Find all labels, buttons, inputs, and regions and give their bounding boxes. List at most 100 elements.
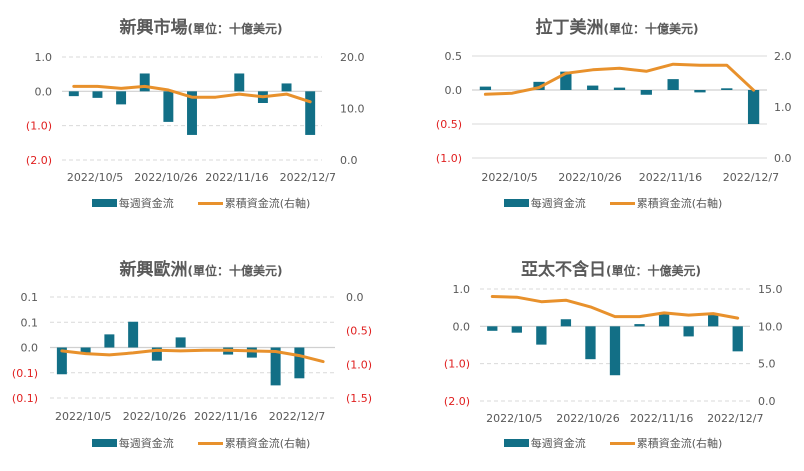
weekly-flow-bar <box>480 87 491 90</box>
legend-line-swatch <box>198 202 223 205</box>
weekly-flow-bar <box>614 88 625 90</box>
legend-bar-swatch <box>504 439 529 447</box>
left-axis-tick-label: 1.0 <box>453 283 471 296</box>
weekly-flow-bar <box>721 88 732 90</box>
right-axis-tick-label: 0.0 <box>340 154 358 167</box>
weekly-flow-bar <box>634 324 644 326</box>
x-axis-tick-label: 2022/10/26 <box>556 412 619 425</box>
x-axis-tick-label: 2022/12/7 <box>707 412 763 425</box>
weekly-flow-bar <box>610 326 620 375</box>
x-axis-tick-label: 2022/11/16 <box>630 412 693 425</box>
weekly-flow-bar <box>128 322 138 348</box>
legend-item-weekly: 每週資金流 <box>504 435 586 451</box>
right-axis-tick-label: 0.0 <box>346 291 364 304</box>
legend-item-cumulative: 累積資金流(右軸) <box>198 195 311 211</box>
legend-label-weekly: 每週資金流 <box>119 195 174 211</box>
chart-legend: 每週資金流 累積資金流(右軸) <box>0 435 402 451</box>
weekly-flow-bar <box>733 326 743 351</box>
right-axis-tick-label: (1.0) <box>346 358 372 371</box>
left-axis-tick-label: 1.0 <box>35 51 53 64</box>
left-axis-tick-label: 0.0 <box>35 85 53 98</box>
left-axis-tick-label: (1.0) <box>436 152 462 165</box>
weekly-flow-bar <box>247 348 257 358</box>
chart-legend: 每週資金流 累積資金流(右軸) <box>422 435 804 451</box>
right-axis-tick-label: 1.0 <box>774 101 792 114</box>
x-axis-tick-label: 2022/10/5 <box>481 171 537 184</box>
weekly-flow-bar <box>69 91 79 96</box>
x-axis-tick-label: 2022/10/26 <box>134 171 197 184</box>
legend-item-cumulative: 累積資金流(右軸) <box>198 435 311 451</box>
legend-item-weekly: 每週資金流 <box>92 195 174 211</box>
left-axis-tick-label: 0.5 <box>445 50 463 63</box>
weekly-flow-bar <box>587 86 598 90</box>
right-axis-tick-label: 15.0 <box>758 283 783 296</box>
right-axis-tick-label: (0.5) <box>346 325 372 338</box>
right-axis-tick-label: 2.0 <box>774 50 792 63</box>
left-axis-tick-label: (1.0) <box>26 120 52 133</box>
weekly-flow-bar <box>487 326 497 330</box>
legend-bar-swatch <box>92 439 117 447</box>
cumulative-flow-line <box>62 350 323 361</box>
x-axis-tick-label: 2022/11/16 <box>639 171 702 184</box>
left-axis-tick-label: 0.0 <box>453 320 471 333</box>
right-axis-tick-label: 10.0 <box>758 320 783 333</box>
weekly-flow-bar <box>668 79 679 90</box>
x-axis-tick-label: 2022/10/26 <box>558 171 621 184</box>
left-axis-tick-label: (0.5) <box>436 118 462 131</box>
legend-line-swatch <box>610 442 635 445</box>
weekly-flow-bar <box>104 334 114 347</box>
legend-bar-swatch <box>92 199 117 207</box>
legend-label-cumulative: 累積資金流(右軸) <box>637 435 723 451</box>
weekly-flow-bar <box>294 348 304 379</box>
weekly-flow-bar <box>234 73 244 91</box>
chart-legend: 每週資金流 累積資金流(右軸) <box>422 195 804 211</box>
x-axis-tick-label: 2022/10/5 <box>55 410 111 423</box>
weekly-flow-bar <box>748 90 759 124</box>
chart-legend: 每週資金流 累積資金流(右軸) <box>0 195 402 211</box>
right-axis-tick-label: 10.0 <box>340 103 365 116</box>
x-axis-tick-label: 2022/11/16 <box>205 171 268 184</box>
weekly-flow-bar <box>305 91 315 135</box>
left-axis-tick-label: 0.1 <box>21 291 39 304</box>
weekly-flow-bar <box>163 91 173 122</box>
legend-label-cumulative: 累積資金流(右軸) <box>637 195 723 211</box>
right-axis-tick-label: 5.0 <box>758 358 776 371</box>
right-axis-tick-label: 0.0 <box>758 395 776 408</box>
weekly-flow-bar <box>585 326 595 359</box>
legend-item-cumulative: 累積資金流(右軸) <box>610 435 723 451</box>
legend-bar-swatch <box>504 199 529 207</box>
left-axis-tick-label: 0.1 <box>21 316 39 329</box>
left-axis-tick-label: 0.0 <box>21 342 39 355</box>
weekly-flow-bar <box>140 73 150 91</box>
weekly-flow-bar <box>176 337 186 347</box>
right-axis-tick-label: 20.0 <box>340 51 365 64</box>
legend-label-cumulative: 累積資金流(右軸) <box>225 195 311 211</box>
legend-item-weekly: 每週資金流 <box>92 435 174 451</box>
left-axis-tick-label: (0.1) <box>12 392 38 405</box>
legend-item-cumulative: 累積資金流(右軸) <box>610 195 723 211</box>
x-axis-tick-label: 2022/11/16 <box>194 410 257 423</box>
weekly-flow-bar <box>282 83 292 91</box>
legend-line-swatch <box>610 202 635 205</box>
cumulative-flow-line <box>492 297 737 319</box>
right-axis-tick-label: 0.0 <box>774 152 792 165</box>
weekly-flow-bar <box>641 90 652 95</box>
x-axis-tick-label: 2022/12/7 <box>280 171 336 184</box>
x-axis-tick-label: 2022/12/7 <box>269 410 325 423</box>
legend-label-cumulative: 累積資金流(右軸) <box>225 435 311 451</box>
left-axis-tick-label: (2.0) <box>26 154 52 167</box>
weekly-flow-bar <box>116 91 126 104</box>
legend-label-weekly: 每週資金流 <box>119 435 174 451</box>
right-axis-tick-label: (1.5) <box>346 392 372 405</box>
x-axis-tick-label: 2022/12/7 <box>723 171 779 184</box>
left-axis-tick-label: (2.0) <box>444 395 470 408</box>
weekly-flow-bar <box>561 319 571 326</box>
left-axis-tick-label: 0.0 <box>445 84 463 97</box>
legend-line-swatch <box>198 442 223 445</box>
legend-label-weekly: 每週資金流 <box>531 435 586 451</box>
weekly-flow-bar <box>708 315 718 327</box>
